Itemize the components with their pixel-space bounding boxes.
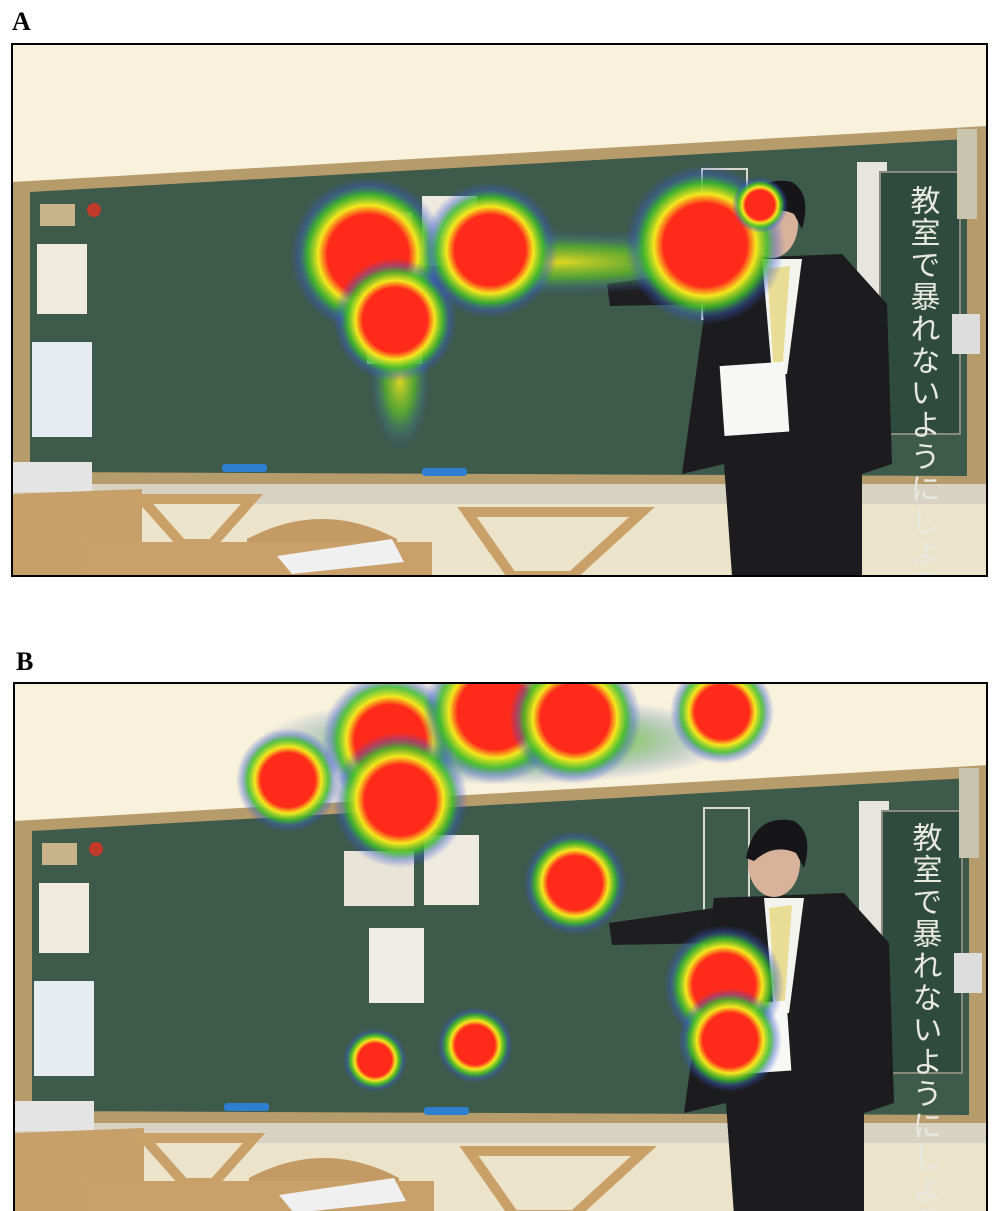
panel-a-image: 教室で暴れないようにしよう — [12, 44, 987, 601]
panel-label: A — [12, 7, 31, 36]
board-sign: 教室で暴れないようにしよう — [907, 822, 943, 1211]
figure: A 教室で暴れないようにしよう B 教室で暴れないようにしよう — [0, 0, 993, 1211]
panel-b-image: 教室で暴れないようにしよう — [14, 640, 989, 1211]
panel-label: B — [16, 647, 33, 676]
board-sign: 教室で暴れないようにしよう — [905, 185, 941, 601]
